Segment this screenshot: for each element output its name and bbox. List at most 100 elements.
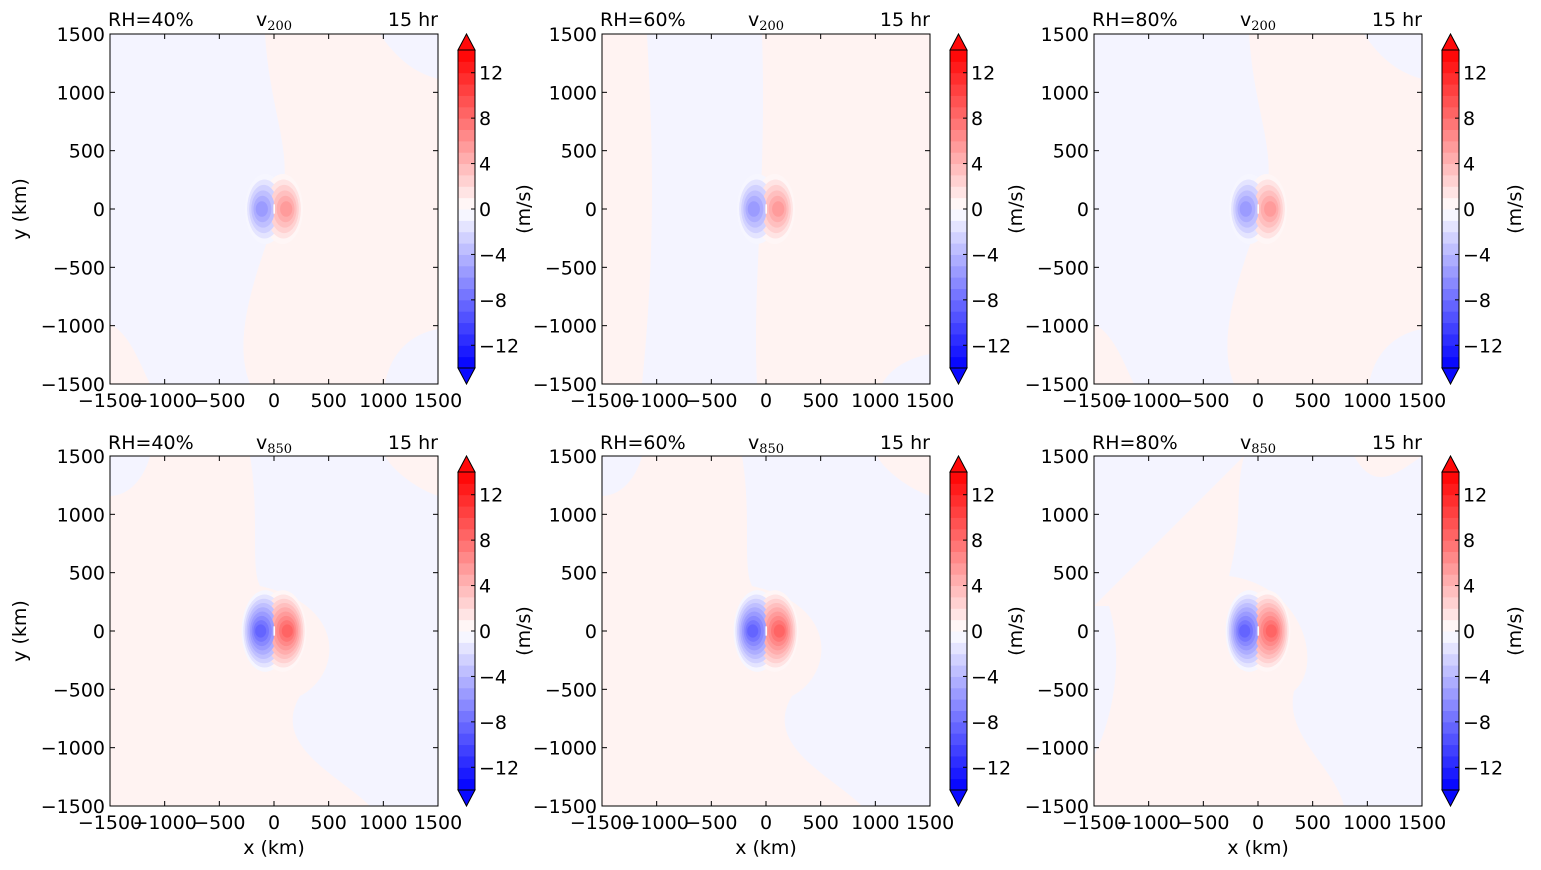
panel-time-label: 15 hr bbox=[1372, 432, 1422, 454]
colorbar-swatch bbox=[1442, 699, 1459, 711]
colorbar-swatch bbox=[458, 778, 475, 791]
pressure-level: 200 bbox=[759, 19, 784, 34]
x-tick-label: −500 bbox=[1177, 390, 1229, 412]
colorbar-swatch bbox=[458, 494, 475, 507]
y-tick-label: −1500 bbox=[533, 796, 597, 818]
y-tick-label: 0 bbox=[1077, 199, 1089, 221]
colorbar-swatch bbox=[1442, 118, 1459, 130]
colorbar-tick-label: −4 bbox=[479, 244, 507, 266]
colorbar-swatch bbox=[458, 174, 475, 187]
pressure-level: 200 bbox=[1251, 19, 1276, 34]
field-area bbox=[1094, 456, 1422, 806]
colorbar-swatch bbox=[1442, 585, 1459, 598]
colorbar-swatch bbox=[1442, 129, 1459, 142]
colorbar-swatch bbox=[1442, 483, 1459, 496]
colorbar-tick-label: 4 bbox=[479, 576, 491, 598]
y-tick-label: 1500 bbox=[549, 446, 597, 468]
subplot-3: −1500−1500−1000−1000−500−500005005001000… bbox=[1005, 9, 1526, 412]
colorbar-swatch bbox=[1442, 243, 1459, 255]
field-area bbox=[110, 456, 438, 806]
colorbar-swatch bbox=[950, 721, 967, 734]
x-tick-label: 1500 bbox=[906, 390, 954, 412]
x-tick-label: 1500 bbox=[414, 390, 462, 412]
colorbar-swatch bbox=[458, 231, 475, 244]
colorbar-swatch bbox=[950, 665, 967, 677]
variable-name: v bbox=[256, 9, 267, 31]
panel-variable-label: v200 bbox=[748, 9, 784, 34]
x-tick-label: 500 bbox=[803, 812, 839, 834]
y-tick-label: −500 bbox=[1037, 257, 1089, 279]
colorbar-swatch bbox=[458, 140, 475, 153]
x-tick-label: −500 bbox=[1177, 812, 1229, 834]
colorbar-swatch bbox=[458, 540, 475, 552]
colorbar-tick-label: −12 bbox=[971, 757, 1011, 779]
colorbar-swatch bbox=[458, 608, 475, 621]
colorbar-swatch bbox=[1442, 642, 1459, 655]
colorbar-extend-max bbox=[1441, 454, 1460, 473]
dipole-neg-contour bbox=[1239, 201, 1252, 217]
x-tick-label: −1000 bbox=[1117, 812, 1181, 834]
y-tick-label: −500 bbox=[545, 679, 597, 701]
colorbar-label: (m/s) bbox=[513, 184, 535, 234]
colorbar-tick-label: −4 bbox=[1463, 666, 1491, 688]
colorbar-swatch bbox=[950, 72, 967, 85]
colorbar-swatch bbox=[1442, 61, 1459, 74]
colorbar-swatch bbox=[458, 61, 475, 74]
dipole-neg-contour bbox=[747, 201, 760, 217]
colorbar-extend-max bbox=[949, 32, 968, 51]
colorbar-swatch bbox=[1442, 574, 1459, 587]
colorbar-extend-min bbox=[1441, 367, 1460, 386]
x-tick-label: 500 bbox=[803, 390, 839, 412]
colorbar-swatch bbox=[950, 540, 967, 552]
colorbar-swatch bbox=[950, 356, 967, 369]
positive-region bbox=[243, 34, 438, 384]
panel-rh-label: RH=40% bbox=[108, 9, 194, 31]
colorbar-extend-max bbox=[457, 32, 476, 51]
colorbar-swatch bbox=[1442, 744, 1459, 757]
x-tick-label: 0 bbox=[1252, 390, 1264, 412]
positive-region bbox=[1094, 456, 1344, 806]
colorbar-swatch bbox=[950, 653, 967, 666]
colorbar-swatch bbox=[950, 733, 967, 746]
y-tick-label: 0 bbox=[93, 199, 105, 221]
x-tick-label: 1000 bbox=[359, 390, 407, 412]
colorbar-tick-label: −8 bbox=[971, 712, 999, 734]
x-tick-label: −500 bbox=[685, 390, 737, 412]
colorbar-swatch bbox=[458, 152, 475, 165]
colorbar-swatch bbox=[1442, 322, 1459, 335]
colorbar-swatch bbox=[458, 744, 475, 757]
colorbar-swatch bbox=[458, 710, 475, 723]
colorbar-swatch bbox=[1442, 551, 1459, 564]
y-tick-label: −1000 bbox=[533, 738, 597, 760]
colorbar-tick-label: 0 bbox=[971, 199, 983, 221]
colorbar-swatch bbox=[950, 528, 967, 541]
colorbar-swatch bbox=[950, 699, 967, 711]
field-area bbox=[110, 34, 438, 384]
colorbar-label: (m/s) bbox=[1504, 606, 1526, 656]
panel-time-label: 15 hr bbox=[1372, 9, 1422, 31]
colorbar-extend-max bbox=[1441, 32, 1460, 51]
colorbar-swatch bbox=[950, 551, 967, 564]
colorbar-swatch bbox=[950, 676, 967, 689]
colorbar-swatch bbox=[458, 721, 475, 734]
panel-time-label: 15 hr bbox=[880, 9, 930, 31]
y-tick-label: 1500 bbox=[549, 24, 597, 46]
colorbar-tick-label: −8 bbox=[1463, 290, 1491, 312]
colorbar-swatch bbox=[458, 197, 475, 210]
colorbar-swatch bbox=[458, 311, 475, 324]
colorbar-swatch bbox=[458, 665, 475, 677]
colorbar-swatch bbox=[458, 687, 475, 700]
colorbar-swatch bbox=[1442, 288, 1459, 301]
x-tick-label: −500 bbox=[193, 390, 245, 412]
negative-region bbox=[742, 456, 930, 806]
colorbar-swatch bbox=[1442, 619, 1459, 632]
panel-variable-label: v850 bbox=[256, 432, 292, 457]
colorbar-tick-label: −12 bbox=[479, 335, 519, 357]
subplot-6: −1500−1500−1000−1000−500−500005005001000… bbox=[1005, 432, 1526, 859]
y-tick-label: −1500 bbox=[1025, 374, 1089, 396]
panel-variable-label: v200 bbox=[1240, 9, 1276, 34]
x-tick-label: −1500 bbox=[570, 812, 634, 834]
y-tick-label: −1500 bbox=[41, 796, 105, 818]
colorbar-tick-label: 0 bbox=[1463, 199, 1475, 221]
variable-name: v bbox=[748, 432, 759, 454]
